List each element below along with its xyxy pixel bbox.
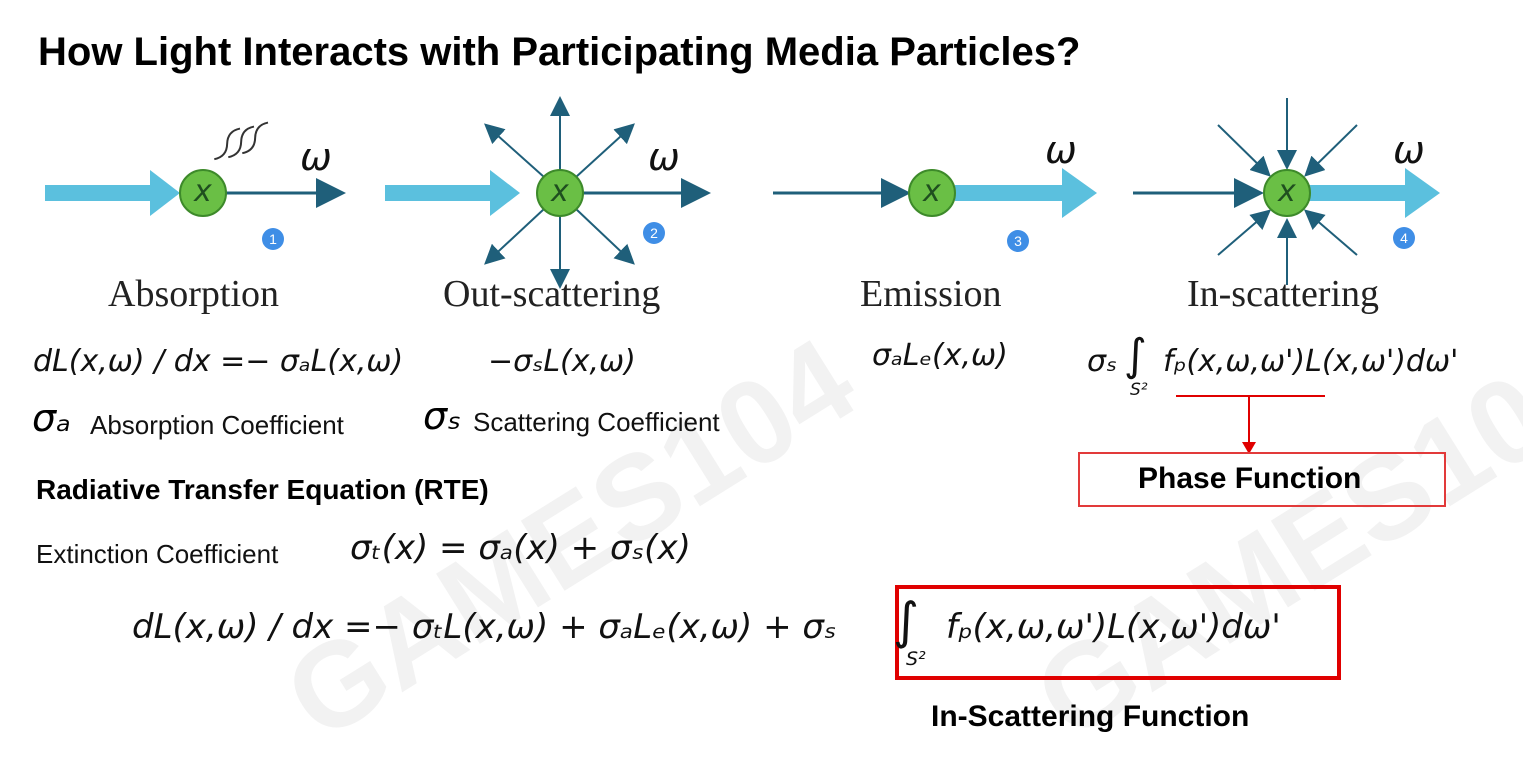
in-scattering-highlight-box [895, 585, 1341, 680]
step-badge: 4 [1393, 227, 1415, 249]
sigma-s-label: Scattering Coefficient [473, 407, 720, 437]
phase-function-box [1078, 452, 1446, 507]
phase-function-label: Phase Function [1138, 462, 1362, 495]
in-scattering-integral: ∫ [1124, 330, 1147, 381]
caption-emission: Emission [860, 273, 1002, 315]
absorption-equation: dL(x,ω) / dx =− σₐL(x,ω) [33, 344, 404, 379]
extinction-formula: σₜ(x) = σₐ(x) + σₛ(x) [350, 528, 691, 568]
emission-diagram [773, 168, 1097, 218]
caption-out-scattering: Out-scattering [443, 273, 661, 315]
particle-label: x [923, 174, 941, 209]
rte-integral-body: fₚ(x,ω,ω')L(x,ω')dω' [946, 607, 1281, 647]
out-scattering-equation: −σₛL(x,ω) [488, 344, 636, 379]
absorption-diagram [45, 121, 346, 217]
particle-label: x [1278, 174, 1296, 209]
particle-label: x [551, 174, 569, 209]
omega-label: ω [300, 135, 332, 179]
sigma-a-symbol: σₐ [32, 396, 71, 440]
step-badge: 3 [1007, 230, 1029, 252]
omega-label: ω [648, 135, 680, 179]
out-scattering-diagram [385, 96, 711, 289]
particle-label: x [194, 174, 212, 209]
sigma-a-label: Absorption Coefficient [90, 410, 344, 440]
step-badge: 2 [643, 222, 665, 244]
omega-label: ω [1045, 128, 1077, 172]
in-scattering-function-label: In-Scattering Function [931, 700, 1250, 733]
rte-heading: Radiative Transfer Equation (RTE) [36, 474, 489, 505]
caption-in-scattering: In-scattering [1187, 273, 1380, 315]
rte-equation: dL(x,ω) / dx =− σₜL(x,ω) + σₐLₑ(x,ω) + σ… [132, 607, 837, 647]
omega-label: ω [1393, 128, 1425, 172]
in-scattering-sigma: σₛ [1087, 344, 1118, 379]
rte-integral: ∫ [893, 592, 920, 650]
page-title: How Light Interacts with Participating M… [38, 30, 1081, 74]
step-badge: 1 [262, 228, 284, 250]
emission-equation: σₐLₑ(x,ω) [872, 338, 1008, 373]
extinction-label: Extinction Coefficient [36, 539, 279, 569]
in-scattering-diagram [1133, 98, 1440, 285]
sigma-s-symbol: σₛ [423, 394, 462, 438]
caption-absorption: Absorption [108, 273, 279, 315]
in-scattering-domain: S² [1130, 380, 1148, 400]
phase-arrow [1242, 442, 1256, 454]
rte-integral-domain: S² [906, 648, 926, 670]
in-scattering-body: fₚ(x,ω,ω')L(x,ω')dω' [1163, 344, 1459, 379]
